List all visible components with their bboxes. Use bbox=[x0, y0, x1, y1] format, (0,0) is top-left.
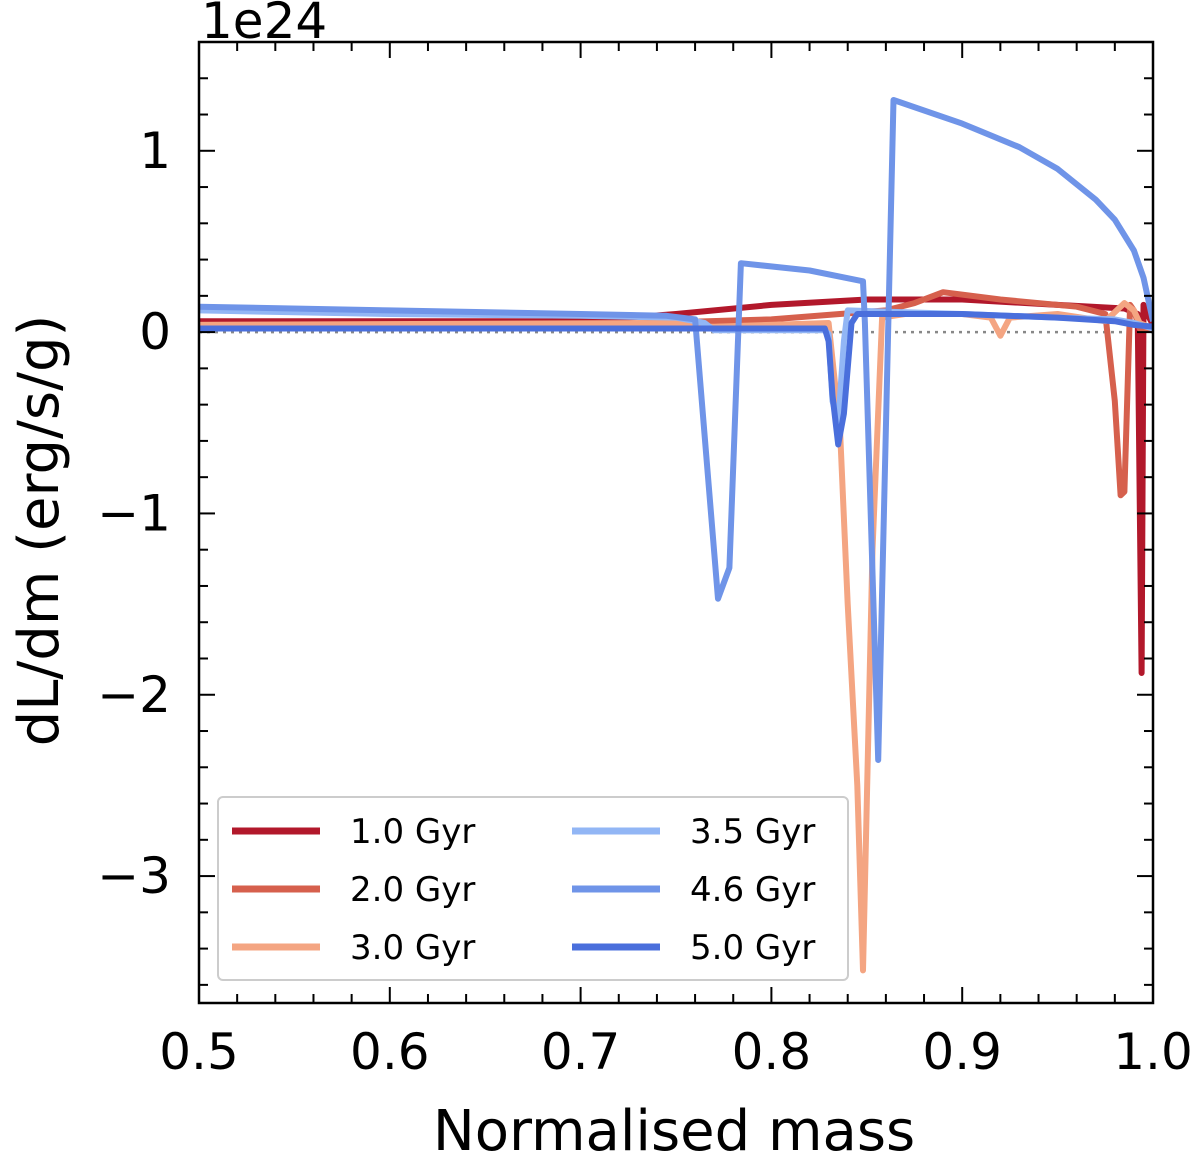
legend-label: 5.0 Gyr bbox=[690, 928, 815, 968]
plot-frame bbox=[197, 40, 1155, 1005]
x-axis-label: Normalised mass bbox=[433, 1099, 915, 1158]
y-tick-label: −1 bbox=[97, 484, 171, 542]
legend-label: 4.6 Gyr bbox=[690, 870, 815, 910]
legend-label: 1.0 Gyr bbox=[350, 812, 475, 852]
series-line-5-0-gyr bbox=[199, 311, 1153, 448]
x-tick-label: 0.9 bbox=[922, 1023, 1002, 1081]
x-tick-label: 0.8 bbox=[732, 1023, 812, 1081]
y-tick-label: 1 bbox=[139, 122, 171, 180]
x-tick-label: 0.6 bbox=[350, 1023, 430, 1081]
y-tick-label: −3 bbox=[97, 847, 171, 905]
legend-box bbox=[217, 796, 849, 981]
y-offset-text: 1e24 bbox=[201, 0, 327, 50]
legend-label: 3.0 Gyr bbox=[350, 928, 475, 968]
y-tick-label: 0 bbox=[139, 303, 171, 361]
y-axis-label: dL/dm (erg/s/g) bbox=[7, 315, 72, 747]
x-tick-label: 0.5 bbox=[159, 1023, 239, 1081]
series-line-4-6-gyr bbox=[199, 97, 1153, 763]
legend-label: 3.5 Gyr bbox=[690, 812, 815, 852]
x-tick-label: 0.7 bbox=[541, 1023, 621, 1081]
x-tick-label: 1.0 bbox=[1113, 1023, 1193, 1081]
legend-label: 2.0 Gyr bbox=[350, 870, 475, 910]
y-tick-label: −2 bbox=[97, 666, 171, 724]
series-line-1-0-gyr bbox=[199, 296, 1153, 676]
